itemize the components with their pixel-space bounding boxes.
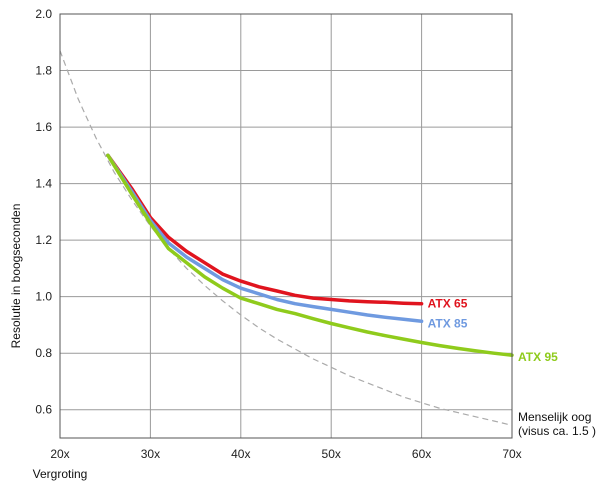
- y-axis-title: Resolutie in boogseconden: [9, 204, 23, 349]
- series-labels: ATX 65 ATX 85 ATX 95: [428, 297, 559, 364]
- x-tick-label: 40x: [231, 447, 250, 461]
- series-layer: [106, 153, 514, 357]
- plot-frame: [59, 13, 513, 439]
- y-tick-label: 2.0: [35, 7, 52, 21]
- series-line-atx-95: [106, 153, 514, 357]
- y-tick-label: 0.8: [35, 346, 52, 360]
- y-tick-label: 1.4: [35, 177, 52, 191]
- reference-label: Menselijk oog: [518, 410, 591, 424]
- series-line-atx-85: [106, 153, 424, 324]
- reference-note: (visus ca. 1.5 ): [518, 424, 596, 438]
- x-tick-label: 50x: [322, 447, 341, 461]
- series-line-atx-65: [106, 153, 424, 306]
- y-tick-labels: 0.6 0.8 1.0 1.2 1.4 1.6 1.8 2.0: [35, 7, 52, 417]
- y-tick-label: 0.6: [35, 403, 52, 417]
- x-axis-title: Vergroting: [33, 467, 88, 481]
- x-tick-label: 20x: [50, 447, 69, 461]
- x-tick-label: 30x: [141, 447, 160, 461]
- x-tick-label: 60x: [412, 447, 431, 461]
- series-label-atx-85: ATX 85: [428, 316, 468, 330]
- series-label-atx-95: ATX 95: [518, 350, 558, 364]
- reference-line-layer: [59, 50, 513, 426]
- x-tick-labels: 20x 30x 40x 50x 60x 70x: [50, 447, 521, 461]
- y-tick-label: 1.6: [35, 120, 52, 134]
- y-tick-label: 1.0: [35, 290, 52, 304]
- y-tick-label: 1.2: [35, 233, 52, 247]
- y-tick-label: 1.8: [35, 64, 52, 78]
- series-label-atx-65: ATX 65: [428, 297, 468, 311]
- plot-background: [60, 14, 512, 438]
- reference-line-human-eye: [59, 50, 513, 426]
- x-tick-label: 70x: [502, 447, 521, 461]
